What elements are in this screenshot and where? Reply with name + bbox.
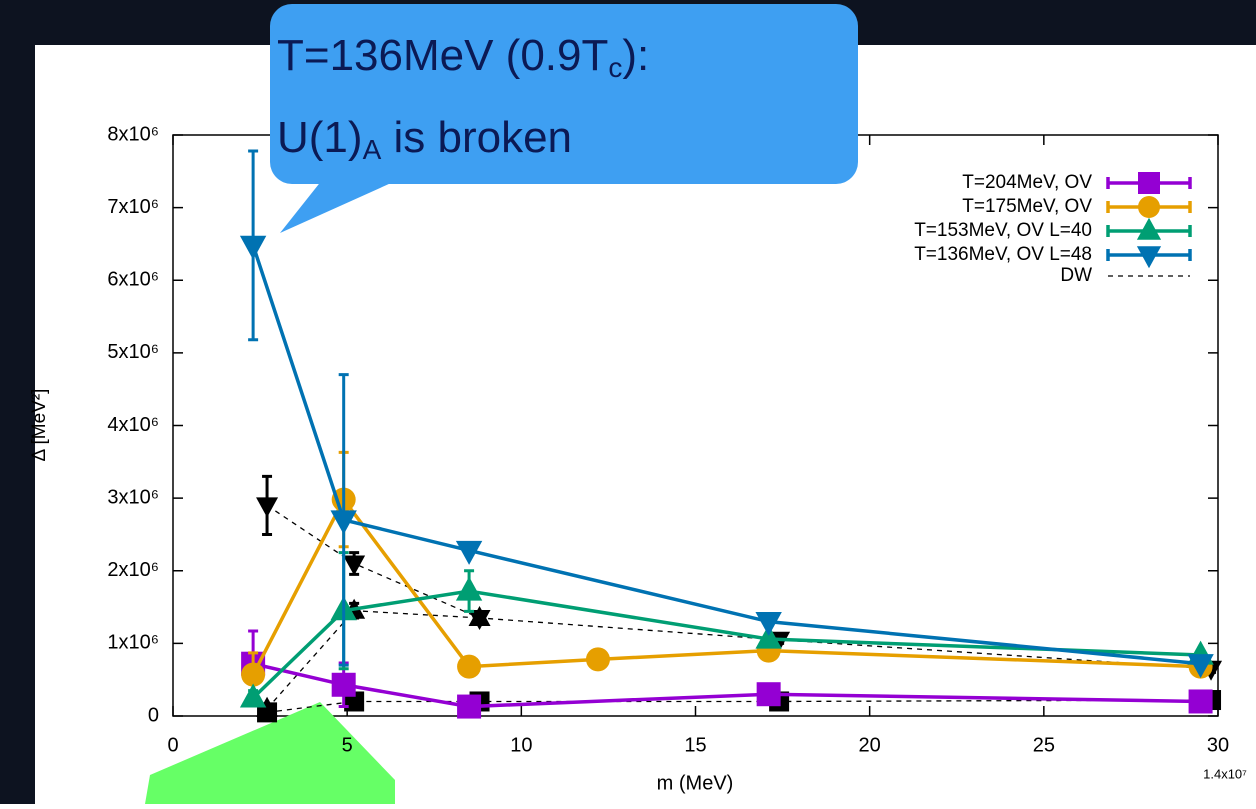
legend-label: T=204MeV, OV	[962, 172, 1092, 193]
y-tick-label: 7x10⁶	[107, 196, 159, 218]
callout-line: U(1)A is broken	[277, 113, 572, 166]
legend-marker	[1138, 172, 1160, 194]
y-tick-label: 2x10⁶	[107, 559, 159, 581]
marker	[1189, 689, 1213, 713]
x-tick-label: 0	[167, 734, 178, 756]
legend-label: T=175MeV, OV	[962, 196, 1092, 217]
x-tick-label: 5	[342, 734, 353, 756]
y-tick-label: 4x10⁶	[107, 414, 159, 436]
legend-label: T=153MeV, OV L=40	[914, 220, 1092, 241]
legend-label: DW	[1060, 265, 1092, 286]
callout-part: T=136MeV (0.9T	[277, 31, 608, 80]
marker	[757, 682, 781, 706]
x-tick-label: 25	[1033, 734, 1055, 756]
marker	[457, 695, 481, 719]
legend-marker	[1138, 196, 1160, 218]
marker	[332, 673, 356, 697]
legend-label: T=136MeV, OV L=48	[914, 244, 1092, 265]
page: Δ [MeV²] m (MeV) 1.4x10⁷ 0 1x10⁶ 2x10⁶ 3x10…	[0, 0, 1256, 804]
callout-part: is broken	[381, 113, 572, 162]
y-tick-label: 5x10⁶	[107, 341, 159, 363]
y-tick-label: 0	[148, 704, 159, 726]
marker	[586, 647, 610, 671]
y-axis-label: Δ [MeV²]	[29, 389, 50, 462]
marker	[457, 655, 481, 679]
x-axis-label: m (MeV)	[657, 772, 734, 794]
y-tick-label: 1x10⁶	[107, 632, 159, 654]
y-tick-label: 8x10⁶	[107, 123, 159, 145]
callout-line: T=136MeV (0.9Tc):	[277, 31, 649, 84]
callout-part: ):	[622, 31, 649, 80]
x-tick-label: 30	[1207, 734, 1229, 756]
x-tick-label: 20	[859, 734, 881, 756]
callout-part: U(1)	[277, 113, 363, 162]
slide: Δ [MeV²] m (MeV) 1.4x10⁷ 0 1x10⁶ 2x10⁶ 3x10…	[0, 0, 1256, 804]
y-tick-label: 6x10⁶	[107, 269, 159, 291]
corner-note: 1.4x10⁷	[1203, 766, 1247, 781]
y-tick-label: 3x10⁶	[107, 486, 159, 508]
marker	[241, 663, 265, 687]
x-tick-label: 10	[510, 734, 532, 756]
subscript: A	[363, 134, 382, 165]
x-tick-label: 15	[684, 734, 706, 756]
subscript: c	[608, 52, 622, 83]
